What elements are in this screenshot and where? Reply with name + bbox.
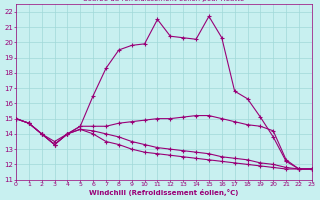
X-axis label: Windchill (Refroidissement éolien,°C): Windchill (Refroidissement éolien,°C) <box>89 189 239 196</box>
Title: Courbe du refroidissement éolien pour Reutte: Courbe du refroidissement éolien pour Re… <box>83 0 244 2</box>
